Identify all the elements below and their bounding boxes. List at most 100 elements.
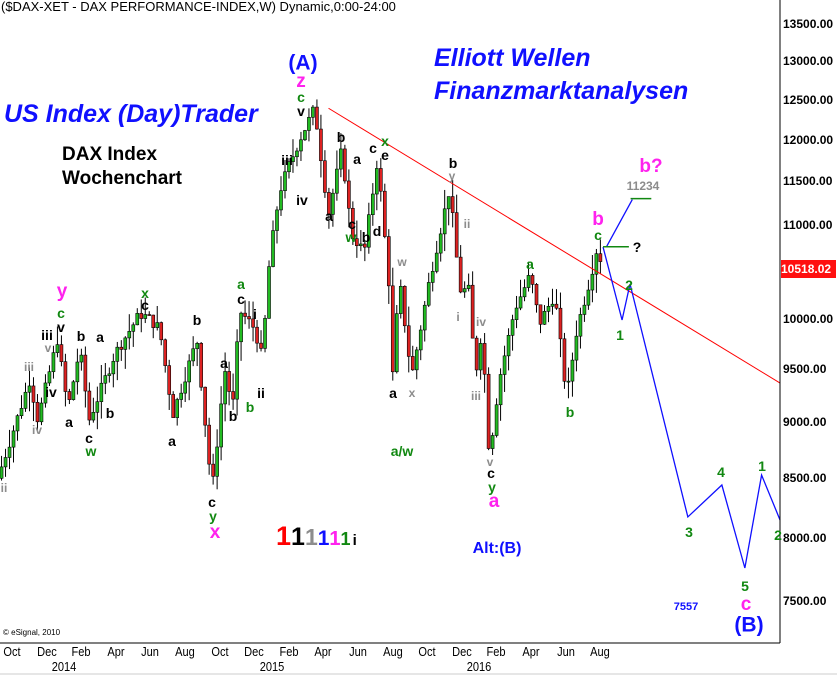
candle <box>219 386 223 461</box>
year-label: 2016 <box>466 659 492 674</box>
wave-label: w <box>397 255 407 269</box>
candle <box>506 328 511 371</box>
candle-body <box>367 214 371 248</box>
candle <box>327 187 331 229</box>
candle <box>91 397 96 423</box>
candle <box>195 341 199 367</box>
candle <box>303 129 307 141</box>
candle-body <box>450 196 455 213</box>
wave-label: ii <box>257 385 265 401</box>
candle <box>51 345 56 379</box>
candle-body <box>207 424 211 465</box>
candle-body <box>470 284 475 339</box>
wave-label: b <box>76 328 86 344</box>
y-tick-label: 12000.00 <box>783 132 834 147</box>
candle <box>438 227 443 262</box>
candle-body <box>39 402 44 423</box>
candle <box>55 326 60 358</box>
candle-body <box>83 354 88 392</box>
candle <box>139 299 144 333</box>
candle <box>363 241 367 262</box>
candle-body <box>410 356 415 371</box>
wave-label: b? <box>639 156 663 177</box>
candle-body <box>239 312 243 343</box>
candle-body <box>331 192 335 215</box>
y-tick-label: 8000.00 <box>783 530 827 545</box>
candle <box>23 382 28 412</box>
candle-body <box>355 238 359 247</box>
y-tick-label: 11500.00 <box>783 174 833 189</box>
candle-body <box>359 243 363 247</box>
candle <box>558 292 563 358</box>
candle <box>534 283 539 313</box>
candle-body <box>406 325 411 357</box>
candle <box>430 261 435 292</box>
candle <box>414 346 419 380</box>
candle <box>319 114 323 178</box>
x-tick-label: Apr <box>107 644 125 659</box>
candle-body <box>382 190 387 237</box>
candle <box>586 279 591 310</box>
x-tick-label: Oct <box>418 644 436 659</box>
legend-digit: 1 <box>276 521 292 551</box>
wave-label: c <box>208 494 216 510</box>
candle <box>187 354 191 401</box>
candle-body <box>3 457 8 468</box>
wave-label: e <box>381 147 389 163</box>
candle <box>574 320 579 372</box>
candle-body <box>586 289 591 306</box>
candle-body <box>562 338 567 382</box>
legend-digit: i <box>352 532 357 549</box>
candle-body <box>187 360 191 383</box>
candle-body <box>27 385 32 393</box>
candle <box>315 99 319 130</box>
candle-body <box>159 322 164 341</box>
wave-label: y <box>56 281 68 302</box>
last-price-label: 10518.02 <box>781 260 836 279</box>
candle-body <box>339 148 343 170</box>
candle <box>39 397 44 426</box>
candle-body <box>506 335 511 357</box>
candle <box>490 432 495 456</box>
x-tick-label: Feb <box>279 644 299 659</box>
candle <box>522 279 527 302</box>
x-tick-label: Apr <box>522 644 540 659</box>
x-tick-label: Dec <box>36 644 57 659</box>
candle <box>99 365 104 419</box>
candles <box>0 99 603 490</box>
candle-body <box>379 168 383 192</box>
candle <box>239 311 243 361</box>
candle-body <box>582 304 587 315</box>
wave-label: a <box>237 276 245 292</box>
candle-body <box>554 303 559 309</box>
candle <box>394 304 399 374</box>
wave-label: c <box>141 297 149 313</box>
candle-body <box>143 314 148 319</box>
brand-right-line2: Finanzmarktanalysen <box>434 77 689 105</box>
candle-body <box>135 313 140 326</box>
candle-body <box>343 148 347 182</box>
brand-left: US Index (Day)Trader <box>4 100 258 128</box>
candle <box>442 189 447 252</box>
candle-body <box>171 394 176 418</box>
candle-body <box>195 343 199 350</box>
candle-body <box>271 230 275 267</box>
candle-body <box>498 374 503 406</box>
wave-label: b <box>592 209 604 230</box>
candle <box>466 273 471 292</box>
candle <box>259 330 263 352</box>
candle-body <box>546 305 551 312</box>
candle <box>474 335 479 377</box>
candle <box>111 353 116 388</box>
candle <box>598 239 603 275</box>
candle-body <box>251 318 255 328</box>
candle <box>570 352 575 397</box>
candle-body <box>386 236 391 287</box>
candle <box>562 332 567 389</box>
candle <box>406 306 411 373</box>
candle-body <box>351 208 355 239</box>
candle <box>215 429 219 490</box>
candle <box>107 367 112 383</box>
candle <box>482 333 487 393</box>
